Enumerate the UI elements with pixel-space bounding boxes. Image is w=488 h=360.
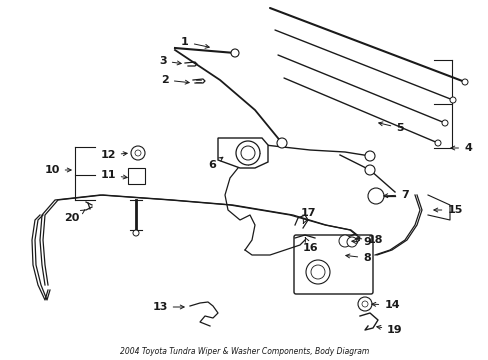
Text: 8: 8 <box>345 253 370 263</box>
Circle shape <box>276 138 286 148</box>
Circle shape <box>236 141 260 165</box>
Text: 5: 5 <box>378 122 403 133</box>
Text: 18: 18 <box>355 235 382 245</box>
Bar <box>128 168 145 184</box>
Text: 11: 11 <box>100 170 127 180</box>
Text: 15: 15 <box>433 205 462 215</box>
Text: 16: 16 <box>302 238 317 253</box>
Text: 20: 20 <box>64 210 85 223</box>
Text: 13: 13 <box>152 302 184 312</box>
Circle shape <box>441 120 447 126</box>
Polygon shape <box>218 138 267 168</box>
Text: 1: 1 <box>181 37 209 48</box>
Circle shape <box>357 297 371 311</box>
Circle shape <box>133 230 139 236</box>
Text: 3: 3 <box>159 56 181 66</box>
Circle shape <box>361 301 367 307</box>
FancyBboxPatch shape <box>293 235 372 294</box>
Text: 12: 12 <box>100 150 127 160</box>
Circle shape <box>367 188 383 204</box>
Circle shape <box>338 235 350 247</box>
Circle shape <box>241 146 254 160</box>
Circle shape <box>131 146 145 160</box>
Text: 9: 9 <box>351 237 370 247</box>
Circle shape <box>305 260 329 284</box>
Circle shape <box>135 150 141 156</box>
Text: 17: 17 <box>300 208 315 224</box>
Circle shape <box>364 165 374 175</box>
Text: 7: 7 <box>383 190 408 200</box>
Text: 19: 19 <box>376 325 402 335</box>
Circle shape <box>346 237 356 247</box>
Circle shape <box>230 49 239 57</box>
Circle shape <box>310 265 325 279</box>
Text: 14: 14 <box>371 300 399 310</box>
Text: 2: 2 <box>161 75 189 85</box>
Text: 6: 6 <box>207 157 223 170</box>
Text: 4: 4 <box>450 143 471 153</box>
Circle shape <box>364 151 374 161</box>
Circle shape <box>434 140 440 146</box>
Circle shape <box>461 79 467 85</box>
Text: 2004 Toyota Tundra Wiper & Washer Components, Body Diagram: 2004 Toyota Tundra Wiper & Washer Compon… <box>120 347 368 356</box>
Text: 10: 10 <box>44 165 71 175</box>
Circle shape <box>449 97 455 103</box>
